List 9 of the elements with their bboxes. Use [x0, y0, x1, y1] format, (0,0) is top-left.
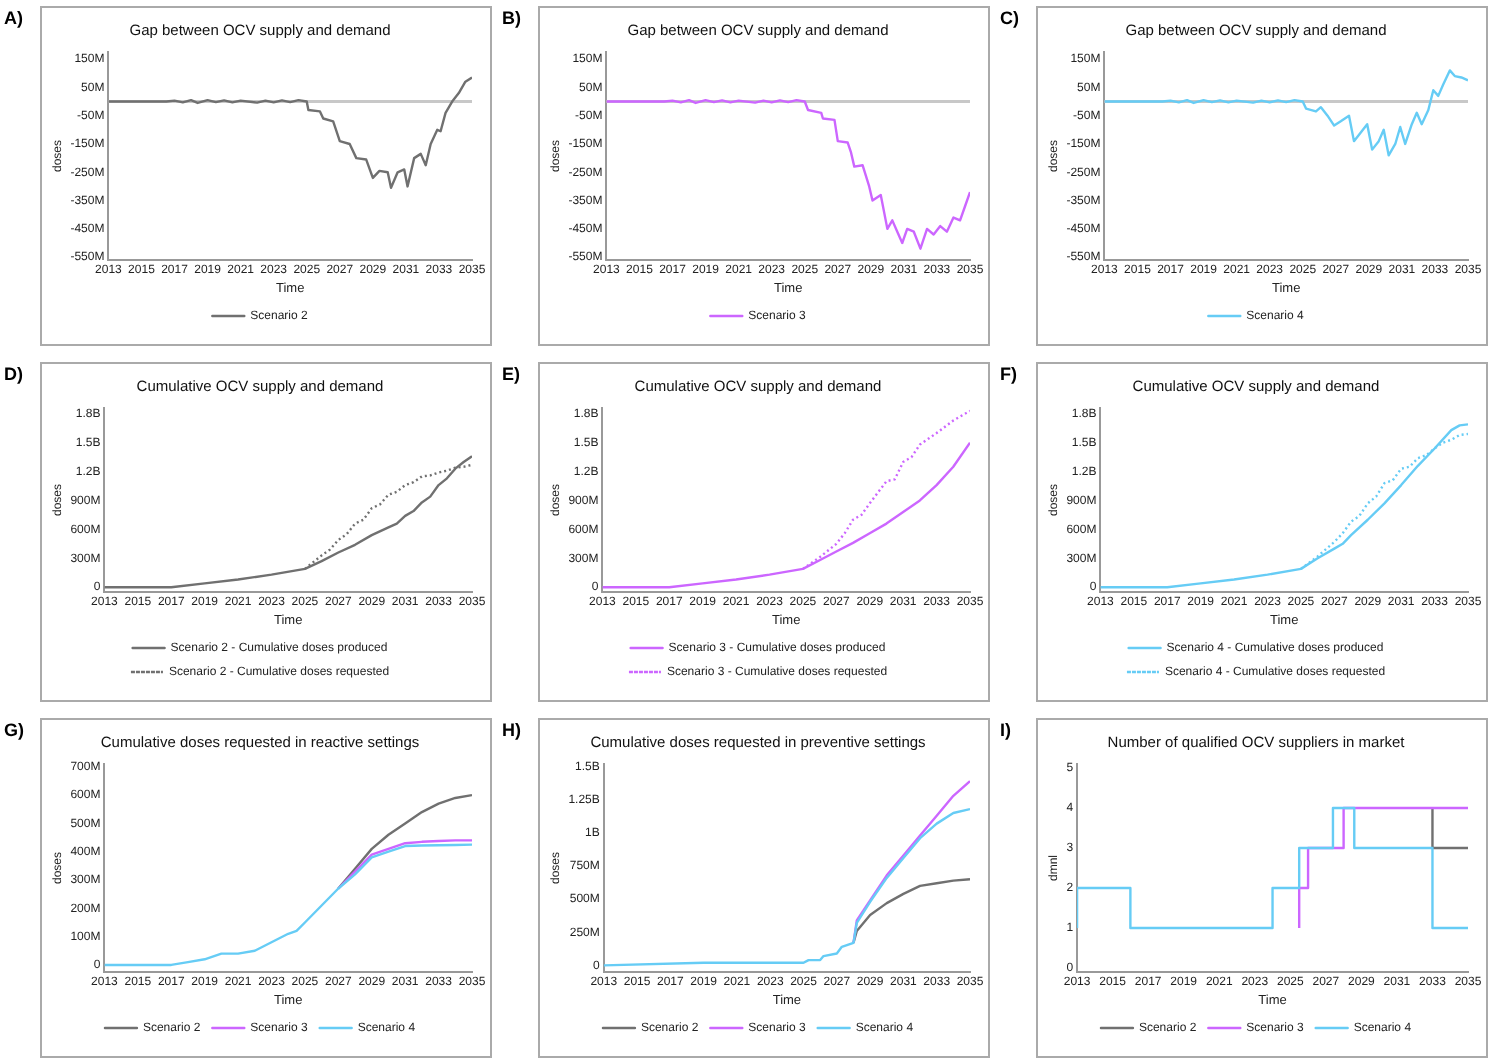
text: A)	[4, 8, 23, 28]
text: D)	[4, 364, 23, 384]
text: I)	[1000, 720, 1011, 740]
text: F)	[1000, 364, 1017, 384]
text: E)	[502, 364, 520, 384]
text: H)	[502, 720, 521, 740]
text: G)	[4, 720, 24, 740]
text: C)	[1000, 8, 1019, 28]
text: B)	[502, 8, 521, 28]
